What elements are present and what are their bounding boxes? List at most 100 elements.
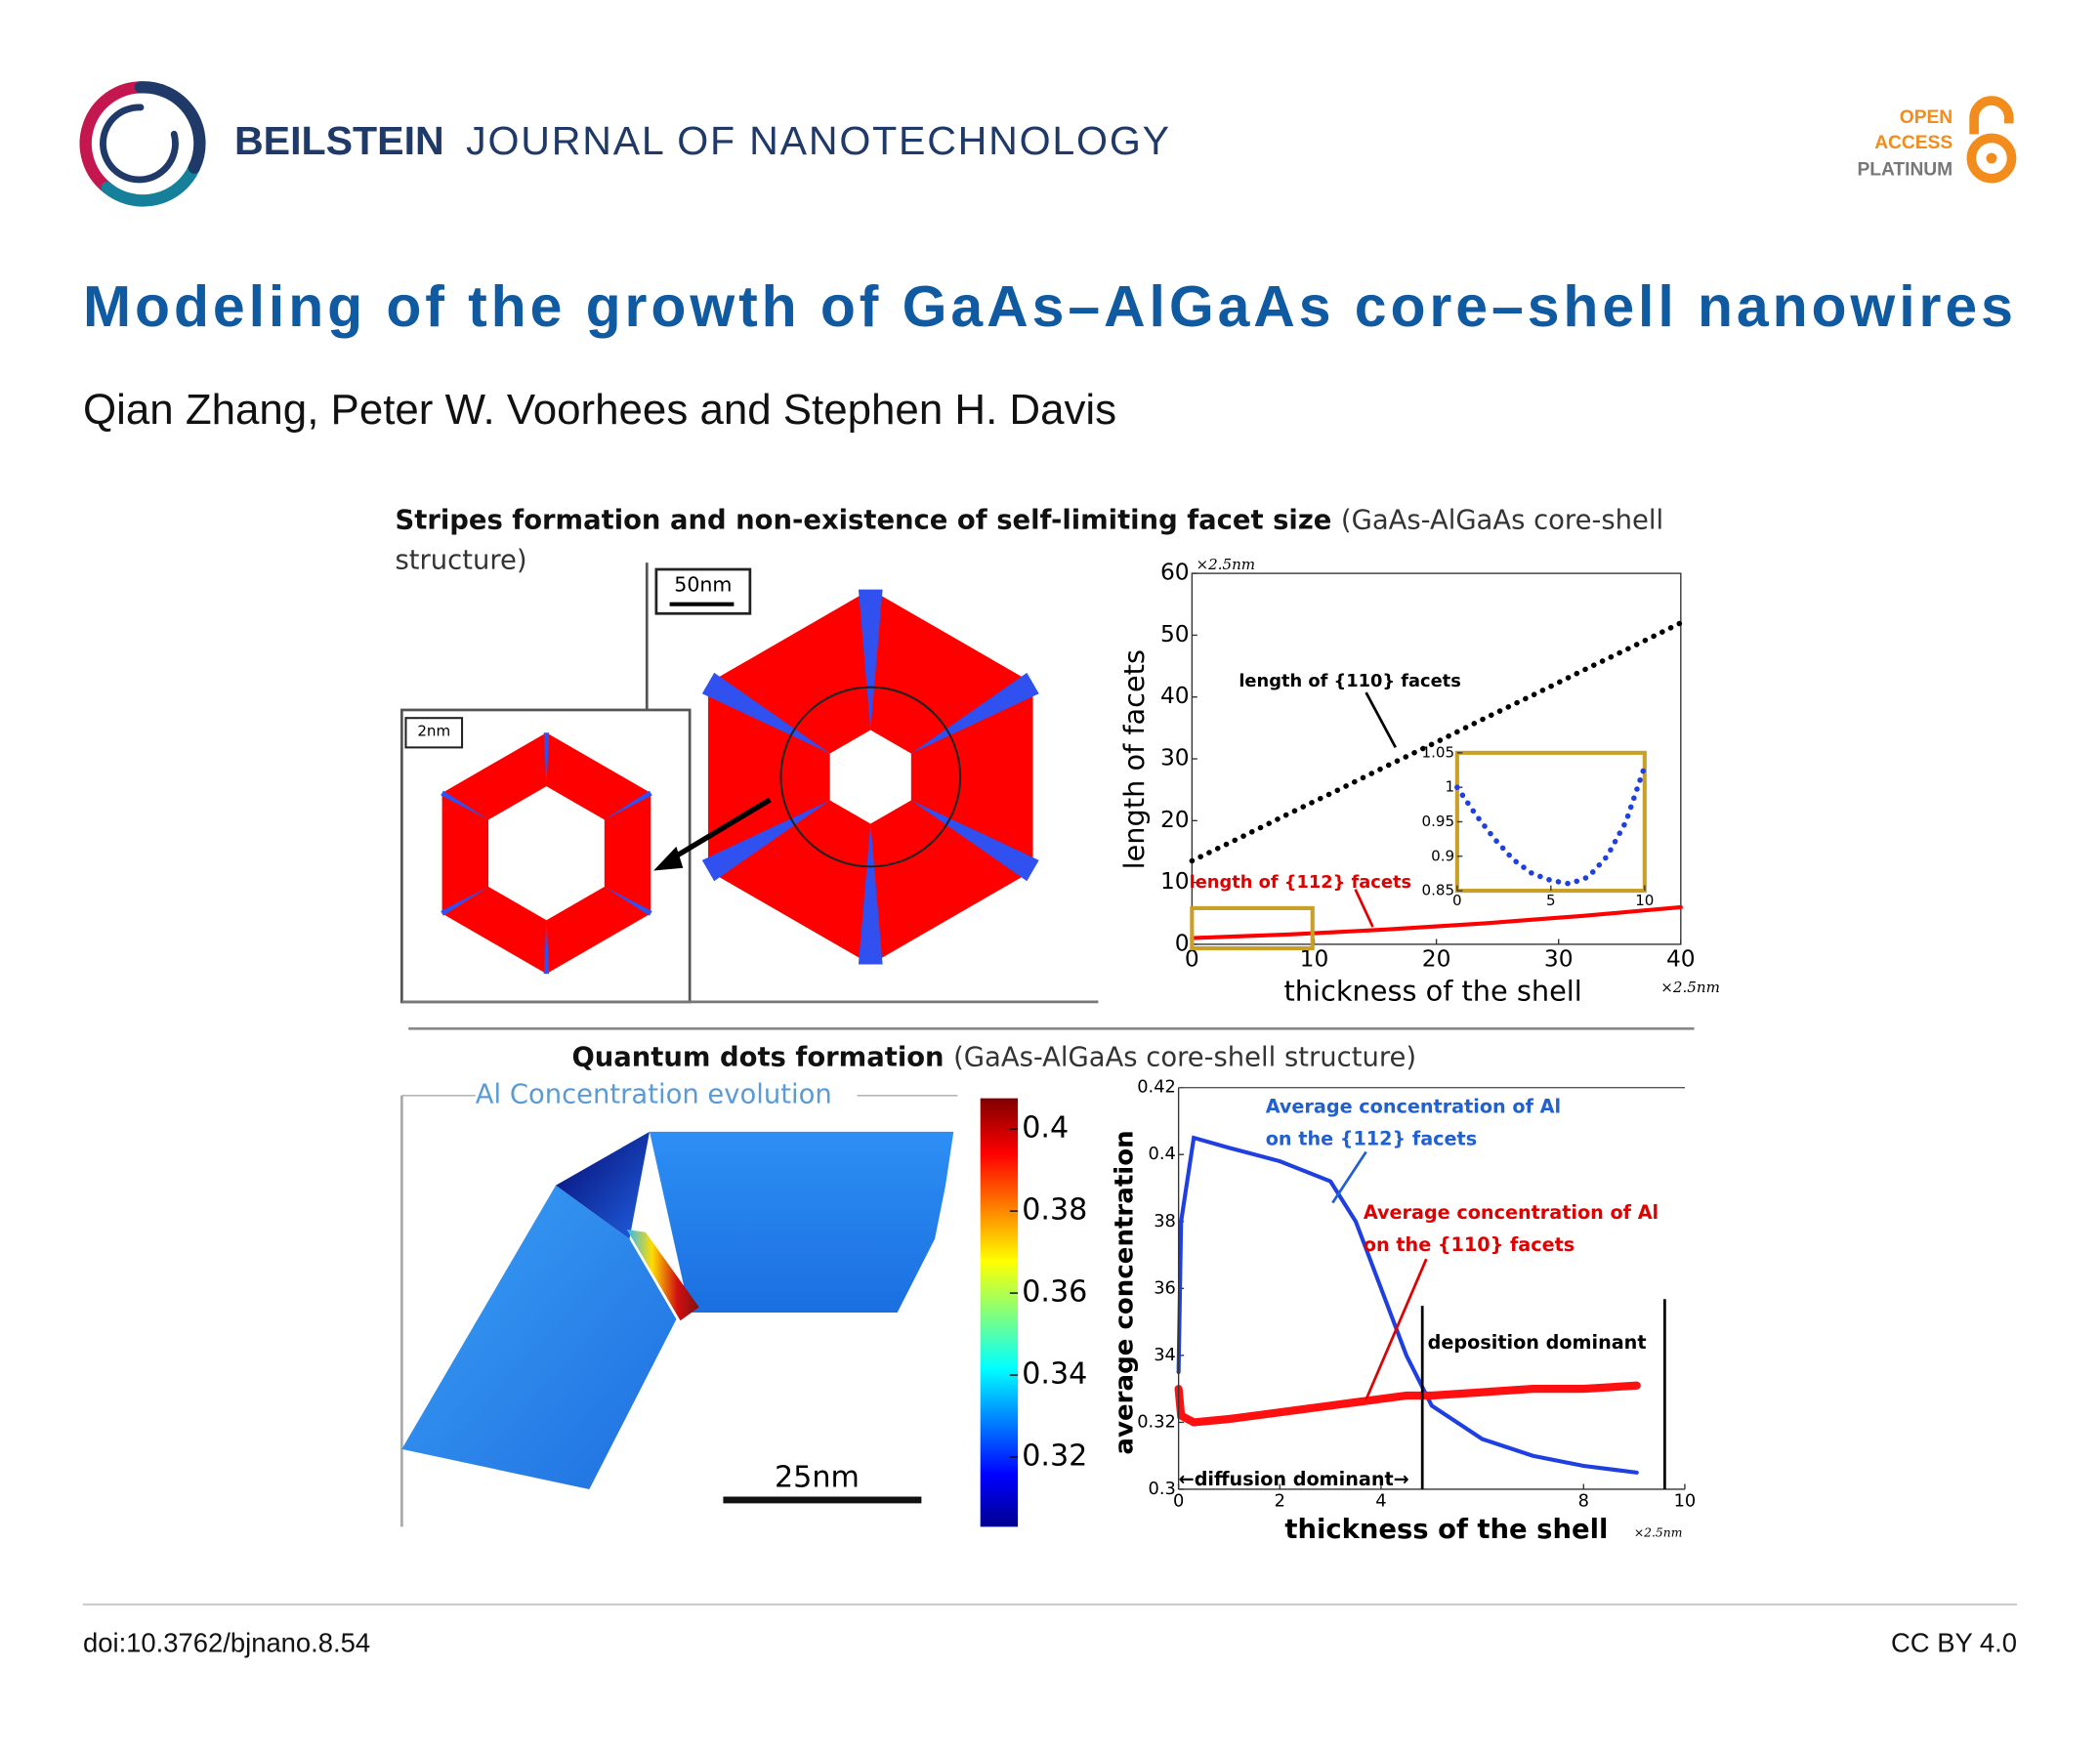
badge-text: ACCESS (1874, 133, 1953, 153)
axis-title: average concentration (1110, 1130, 1139, 1454)
scale-label: 25nm (775, 1461, 860, 1495)
y-tick-label: 50 (1160, 621, 1190, 647)
y-tick-label: 0.95 (1422, 813, 1455, 830)
y-tick-label: 0.32 (1137, 1411, 1176, 1432)
nanowire (401, 1131, 954, 1489)
facet-stripe (701, 672, 830, 754)
journal-name: JOURNAL OF NANOTECHNOLOGY (466, 118, 1169, 163)
badge-text: PLATINUM (1857, 159, 1953, 180)
series-line (1454, 764, 1648, 887)
axis-title: thickness of the shell (1284, 1515, 1608, 1545)
hexagons (441, 589, 1039, 975)
article-title: Modeling of the growth of GaAs–AlGaAs co… (83, 275, 2013, 339)
authors: Qian Zhang, Peter W. Voorhees and Stephe… (83, 386, 1116, 434)
heading: (GaAs-AlGaAs core-shell (1341, 505, 1663, 535)
annotation-arrow (1365, 1258, 1428, 1400)
y-tick-label: 1.05 (1422, 743, 1455, 761)
annotation-arrow (1365, 691, 1397, 749)
x-tick-label: 5 (1546, 892, 1556, 909)
facet-stripe (604, 886, 652, 916)
facet-stripe (910, 800, 1039, 882)
journal-name-bold: BEILSTEIN (234, 118, 444, 163)
colorbar-ticks: 0.32 0.34 0.36 0.38 0.4 (1009, 1111, 1087, 1474)
y-tick-label: 30 (1160, 745, 1190, 772)
x-tick-label: 0 (1173, 1490, 1184, 1511)
axis-unit: ×2.5nm (1634, 1526, 1683, 1540)
y-tick-label: 0.4 (1149, 1144, 1176, 1164)
badge-text: OPEN (1900, 107, 1953, 128)
colorbar-tick-label: 0.4 (1022, 1111, 1069, 1146)
panel-heading: Stripes formation and non-existence of s… (395, 505, 1663, 535)
x-tick-label: 2 (1275, 1490, 1285, 1511)
facet-stripe (910, 672, 1039, 754)
colorbar-tick-label: 0.36 (1022, 1275, 1087, 1310)
facet-stripe (441, 790, 489, 820)
annotation-arrow (1354, 889, 1374, 928)
zoom-box (1190, 905, 1315, 951)
arrow-head (653, 846, 684, 871)
y-tick-label: 0.85 (1422, 882, 1455, 899)
x-tick-label: 20 (1422, 946, 1451, 973)
x-tick-label: 4 (1375, 1490, 1386, 1511)
facet-stripe (604, 790, 652, 820)
colorbar-tick-label: 0.34 (1022, 1357, 1087, 1392)
scale-label: 50nm (674, 572, 732, 596)
annotation: Average concentration of Al (1364, 1201, 1659, 1224)
colorbar-tick-label: 0.32 (1022, 1439, 1087, 1474)
y-tick-label: 0.9 (1431, 847, 1454, 864)
panel-subtitle: Al Concentration evolution (476, 1079, 832, 1109)
x-tick-label: 40 (1666, 946, 1696, 973)
y-tick-label: 36 (1154, 1277, 1176, 1298)
annotation: ←diffusion dominant→ (1179, 1468, 1409, 1490)
x-tick-label: 0 (1185, 946, 1199, 973)
y-tick-label: 1 (1446, 778, 1455, 796)
heading: structure) (395, 545, 526, 575)
heading-bold: Stripes formation and non-existence of s… (395, 505, 1331, 535)
y-tick-label: 40 (1160, 683, 1190, 709)
facet-stripe (858, 823, 883, 965)
doi: doi:10.3762/bjnano.8.54 (83, 1627, 370, 1657)
series-line (1176, 1135, 1639, 1475)
x-tick-label: 0 (1452, 892, 1462, 909)
y-tick-label: 10 (1160, 868, 1190, 895)
facet-stripe (441, 886, 489, 916)
x-tick-label: 10 (1674, 1490, 1697, 1511)
annotation: length of {112} facets (1190, 872, 1411, 893)
scale-box (404, 717, 464, 749)
y-tick-label: 20 (1160, 807, 1190, 833)
zoom-circle (779, 686, 962, 868)
facet-stripe (701, 800, 830, 882)
facet-stripe (543, 732, 550, 787)
annotation: deposition dominant (1428, 1331, 1647, 1354)
annotation: on the {110} facets (1364, 1233, 1575, 1256)
annotation: Average concentration of Al (1266, 1096, 1561, 1118)
x-tick-label: 30 (1544, 946, 1574, 973)
axis-title: thickness of the shell (1283, 974, 1581, 1007)
facet-stripe (858, 589, 883, 730)
y-tick-label: 60 (1160, 560, 1190, 586)
y-tick-label: 0.3 (1149, 1479, 1176, 1499)
y-tick-label: 0 (1175, 930, 1190, 956)
heading-bold: Quantum dots formation (571, 1042, 944, 1072)
axis-unit: ×2.5nm (1660, 979, 1720, 996)
hexagon-shell (708, 589, 1033, 965)
colorbar (980, 1098, 1019, 1527)
logo (79, 81, 206, 207)
annotation: on the {112} facets (1266, 1128, 1477, 1150)
colorbar-tick-label: 0.38 (1022, 1193, 1087, 1228)
x-tick-label: 10 (1635, 892, 1654, 909)
open-access-icon (1966, 96, 2017, 184)
graphical-abstract: Stripes formation and non-existence of s… (395, 505, 1719, 1545)
panel-heading: Quantum dots formation (GaAs-AlGaAs core… (571, 1042, 1416, 1072)
x-tick-label: 10 (1300, 946, 1329, 973)
axis-unit: ×2.5nm (1196, 556, 1255, 573)
hexagon-shell (441, 732, 651, 975)
annotation-arrow (1331, 1150, 1367, 1204)
arrow (668, 797, 772, 862)
facet-stripe (543, 920, 550, 975)
axis-title: length of facets (1117, 649, 1151, 869)
y-tick-label: 38 (1154, 1211, 1176, 1231)
